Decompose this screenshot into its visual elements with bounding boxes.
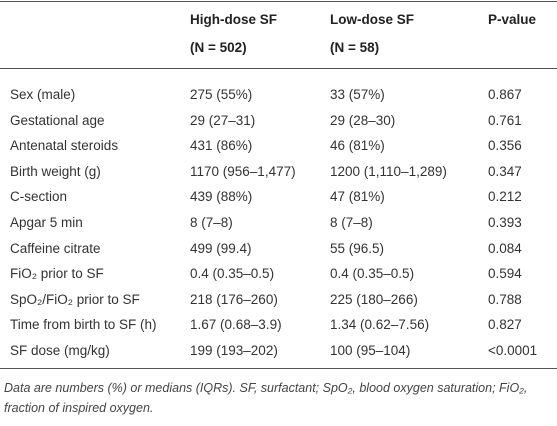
cell: 0.356: [488, 138, 522, 154]
cell: 0.212: [488, 189, 522, 205]
cell: 1200 (1,110–1,289): [330, 163, 447, 179]
cell: 0.594: [488, 266, 522, 282]
row-label: Antenatal steroids: [10, 138, 119, 154]
row-label: SF dose (mg/kg): [10, 343, 110, 358]
cell: <0.0001: [488, 343, 538, 358]
bottom-rule: [0, 368, 557, 369]
cell: 1.34 (0.62–7.56): [330, 317, 430, 333]
column-title: Low-dose SF: [330, 12, 414, 27]
header-rule: [0, 68, 557, 69]
row-label: FiO₂ prior to SF: [10, 266, 104, 282]
cell: 499 (99.4): [190, 240, 252, 256]
cell: 47 (81%): [330, 189, 385, 205]
row-label: SpO₂/FiO₂ prior to SF: [10, 291, 140, 307]
row-label: Apgar 5 min: [10, 215, 83, 230]
column-title: P-value: [488, 12, 537, 27]
cell: 0.788: [488, 291, 522, 307]
cell: 0.347: [488, 163, 522, 179]
cell: 0.4 (0.35–0.5): [190, 266, 275, 282]
column-subtitle: (N = 58): [330, 40, 380, 55]
cell: 33 (57%): [330, 87, 385, 102]
footnote: Data are numbers (%) or medians (IQRs). …: [4, 381, 528, 415]
cell: 46 (81%): [330, 138, 385, 154]
cell: 0.867: [488, 87, 522, 102]
cell: 439 (88%): [190, 189, 253, 205]
cell: 431 (86%): [190, 138, 253, 154]
cell: 0.4 (0.35–0.5): [330, 266, 415, 282]
cell: 0.393: [488, 215, 522, 230]
cell: 199 (193–202): [190, 343, 278, 358]
cell: 0.084: [488, 240, 522, 256]
cell: 29 (28–30): [330, 112, 396, 128]
cell: 1170 (956–1,477): [190, 163, 296, 179]
cell: 225 (180–266): [330, 291, 418, 307]
row-label: Birth weight (g): [10, 163, 101, 179]
cell: 275 (55%): [190, 87, 253, 102]
cell: 8 (7–8): [330, 215, 373, 230]
cell: 29 (27–31): [190, 112, 256, 128]
top-rule: [0, 1, 557, 2]
cell: 100 (95–104): [330, 343, 411, 358]
cell: 0.827: [488, 317, 522, 333]
row-label: Caffeine citrate: [10, 240, 101, 256]
column-title: High-dose SF: [190, 12, 277, 27]
row-label: Gestational age: [10, 112, 105, 128]
row-label: Sex (male): [10, 87, 76, 102]
row-label: C-section: [10, 189, 68, 205]
cell: 8 (7–8): [190, 215, 233, 230]
cell: 1.67 (0.68–3.9): [190, 317, 282, 333]
column-subtitle: (N = 502): [190, 40, 247, 55]
cell: 55 (96.5): [330, 240, 385, 256]
cell: 0.761: [488, 112, 522, 128]
cell: 218 (176–260): [190, 291, 278, 307]
row-label: Time from birth to SF (h): [10, 317, 157, 333]
